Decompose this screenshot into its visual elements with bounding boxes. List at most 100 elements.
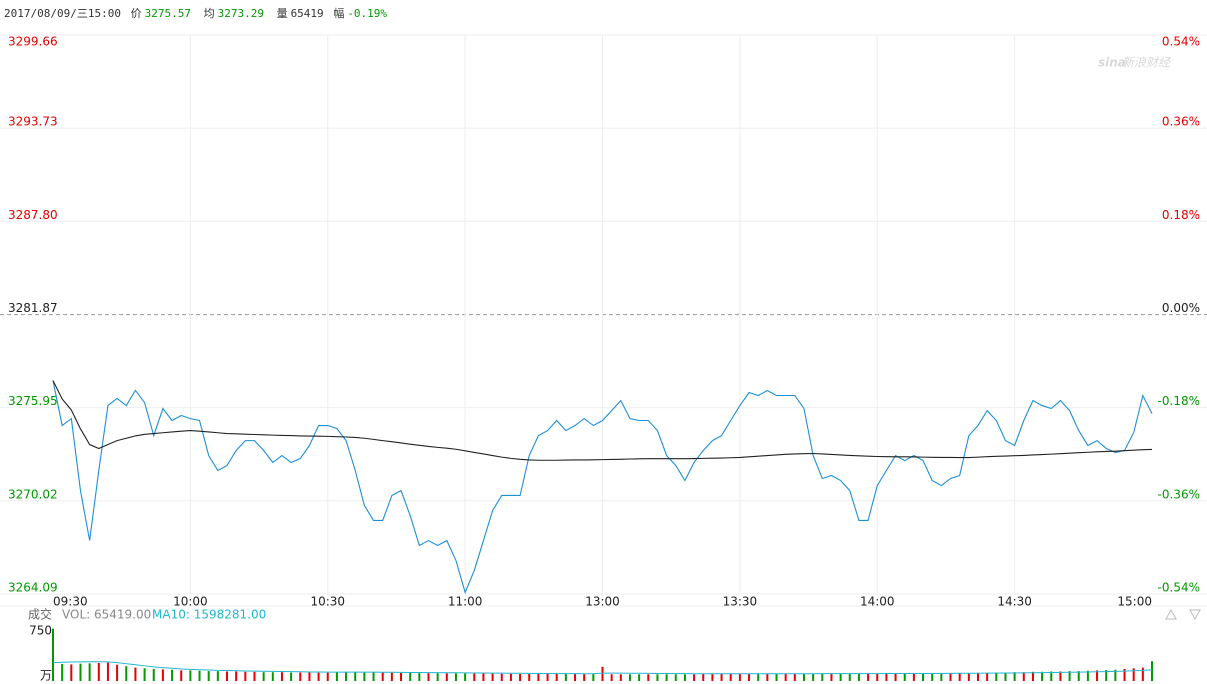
- volume-bar: [638, 674, 641, 681]
- volume-bar: [61, 664, 64, 681]
- volume-bar: [271, 672, 274, 681]
- volume-bar: [1141, 667, 1144, 681]
- y2-tick-label: 0.18%: [1162, 208, 1200, 222]
- volume-bar: [409, 672, 412, 681]
- price-line: [52, 380, 1153, 461]
- volume-bar: [509, 673, 512, 681]
- volume-bar: [766, 673, 769, 681]
- volume-bar: [280, 672, 283, 681]
- volume-bar: [262, 672, 265, 681]
- y-tick-label: 3293.73: [8, 115, 58, 129]
- x-tick-label: 10:30: [310, 595, 345, 609]
- volume-bar: [1132, 668, 1135, 681]
- volume-bar: [729, 673, 732, 681]
- volume-bar: [857, 673, 860, 681]
- volume-bar: [52, 628, 54, 681]
- volume-bar: [976, 672, 979, 681]
- volume-bar: [995, 672, 998, 681]
- y2-tick-label: -0.54%: [1158, 581, 1200, 595]
- volume-bar: [702, 673, 705, 681]
- volume-bar: [326, 672, 329, 681]
- volume-bar: [1077, 671, 1080, 681]
- volume-bar: [290, 672, 293, 681]
- volume-bar: [793, 673, 796, 681]
- volume-bar: [418, 673, 421, 681]
- volume-bar: [1059, 671, 1062, 681]
- volume-bar: [445, 673, 448, 681]
- volume-bar: [1151, 661, 1153, 681]
- volume-bar: [1013, 672, 1016, 681]
- y2-tick-label: -0.36%: [1158, 487, 1200, 501]
- volume-bar: [143, 668, 146, 681]
- y2-tick-label: 0.36%: [1162, 115, 1200, 129]
- volume-unit: 万: [40, 669, 52, 683]
- volume-title: 成交: [28, 607, 52, 622]
- legend-entry: VOL: 65419.00: [62, 608, 151, 622]
- volume-bar: [161, 669, 164, 681]
- volume-bar: [372, 672, 375, 681]
- datetime: 2017/08/09/三15:00: [4, 7, 121, 20]
- volume-bar: [464, 673, 467, 681]
- volume-bar: [171, 669, 174, 681]
- volume-bar: [500, 673, 503, 681]
- volume-bar: [519, 673, 522, 681]
- scroll-up[interactable]: [1165, 608, 1177, 620]
- volume-bar: [97, 662, 100, 681]
- y-tick-label: 3299.66: [8, 35, 58, 49]
- volume-bar: [931, 673, 934, 681]
- volume-bar: [299, 672, 302, 681]
- volume-bar: [390, 672, 393, 681]
- volume-bar: [116, 664, 119, 681]
- x-tick-label: 10:00: [173, 595, 208, 609]
- volume-bar: [482, 673, 485, 681]
- price-label: 价: [130, 7, 142, 20]
- volume-bar: [940, 673, 943, 681]
- x-tick-label: 15:00: [1117, 595, 1152, 609]
- x-tick-label: 13:00: [585, 595, 620, 609]
- volume-bar: [1105, 670, 1108, 681]
- volume-bar: [1041, 671, 1044, 681]
- volume-bar: [848, 673, 851, 681]
- volume-bar: [601, 666, 604, 681]
- volume-bar: [876, 673, 879, 681]
- scroll-down[interactable]: [1189, 609, 1201, 621]
- volume-bar: [354, 671, 357, 681]
- watermark-text: 新浪财经: [1122, 56, 1172, 70]
- volume-bar: [711, 673, 714, 681]
- volume-tick-label: 750: [29, 624, 52, 638]
- volume-bar: [967, 673, 970, 681]
- volume-bar: [189, 670, 192, 681]
- volume-bar: [134, 667, 137, 681]
- volume-bar: [583, 674, 586, 681]
- change-label: 幅: [333, 7, 345, 20]
- volume-bar: [628, 674, 631, 681]
- header: 2017/08/09/三15:00 价 3275.57 均 3273.29 量 654…: [4, 5, 393, 21]
- volume-bar: [198, 670, 201, 681]
- volume-bar: [106, 662, 109, 681]
- volume-bar: [1123, 668, 1126, 681]
- volume-bar: [1004, 672, 1007, 681]
- volume-bar: [235, 671, 238, 681]
- volume-bar: [125, 666, 128, 681]
- volume-bar: [720, 673, 723, 681]
- volume-bar: [867, 673, 870, 681]
- volume-bar: [912, 673, 915, 681]
- y-tick-label: 3270.02: [8, 487, 58, 501]
- avg: 3273.29: [217, 7, 264, 20]
- price-line: [52, 380, 1153, 595]
- volume-bar: [1068, 671, 1071, 681]
- volume-bar: [528, 673, 531, 681]
- volume-bar: [574, 674, 577, 681]
- volume-bar: [70, 664, 73, 681]
- watermark-logo: sina: [1098, 56, 1126, 70]
- y2-tick-label: 0.54%: [1162, 35, 1200, 49]
- volume-bar: [244, 671, 247, 681]
- volume-bar: [152, 668, 155, 681]
- x-tick-label: 14:00: [860, 595, 895, 609]
- volume-bar: [839, 673, 842, 681]
- volume-bar: [473, 673, 476, 681]
- volume-bar: [308, 672, 311, 681]
- volume-bar: [454, 673, 457, 681]
- volume-bar: [335, 672, 338, 681]
- volume-bar: [922, 673, 925, 681]
